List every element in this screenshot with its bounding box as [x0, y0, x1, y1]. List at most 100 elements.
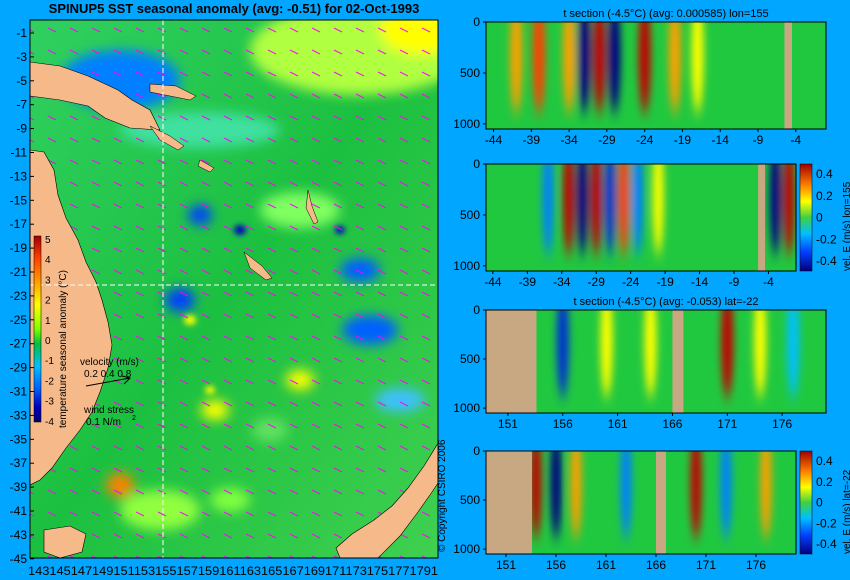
sst-map	[30, 20, 438, 558]
lat-tick-label: -19	[10, 241, 28, 255]
lat-tick-label: -37	[10, 456, 28, 470]
section-panel-2: 0 500 1000 -44 -39 -34 -29 -24 -19 -14 -9 -4 0.4 0.2 0…	[453, 157, 850, 289]
lat-tick-label: -39	[10, 480, 28, 494]
section-x-tick: 161	[608, 417, 628, 431]
section-feature	[690, 451, 702, 539]
wind-label: wind stress	[83, 405, 134, 416]
velocity-colorbar-tick: -0.2	[816, 232, 837, 246]
section-title: t section (-4.5°C) (avg: 0.000585) lon=1…	[563, 8, 768, 20]
sst-colorbar-label: temperature seasonal anomaly (°C)	[58, 270, 69, 428]
tasmania	[43, 525, 87, 558]
section-y-tick: 0	[473, 157, 480, 171]
section-panel-3: t section (-4.5°C) (avg: -0.053) lat=-22…	[453, 296, 827, 431]
sst-colorbar: 5 4 3 2 1 0 -1 -2 -3 -4 temperature seasonal anom…	[33, 235, 69, 428]
section-feature	[608, 22, 621, 113]
sst-colorbar-tick: 3	[45, 275, 51, 286]
section-y-tick: 500	[460, 66, 480, 80]
section-feature	[769, 164, 781, 255]
section-land	[486, 451, 532, 554]
section-title: t section (-4.5°C) (avg: -0.053) lat=-22	[573, 296, 758, 308]
section-x-tick: -4	[790, 133, 801, 147]
lat-tick-label: -13	[10, 169, 28, 183]
australia	[30, 149, 113, 486]
velocity-colorbar-tick: 0.4	[816, 454, 833, 468]
section-y-tick: 500	[460, 352, 480, 366]
lat-tick-label: -25	[10, 313, 28, 327]
section-feature	[786, 310, 800, 398]
lat-tick-label: -33	[10, 408, 28, 422]
section-panel-4: 0 500 1000 151 156 161 166 171 176 0.4 0.2 0 -0.2 -0.…	[453, 444, 850, 572]
section-land	[672, 310, 684, 413]
section-x-tick: 156	[553, 417, 573, 431]
section-feature	[631, 164, 644, 255]
lat-tick-label: -43	[10, 528, 28, 542]
lat-tick-label: -27	[10, 337, 28, 351]
section-feature	[638, 22, 651, 113]
section-x-tick: 161	[596, 558, 616, 572]
section-x-tick: -39	[523, 133, 541, 147]
section-x-tick: -19	[656, 275, 674, 289]
section-x-tick: -29	[588, 275, 606, 289]
section-x-tick: 166	[662, 417, 682, 431]
section-feature	[578, 22, 591, 113]
sst-colorbar-tick: 4	[45, 255, 51, 266]
section-x-tick: 151	[498, 417, 518, 431]
lat-tick-label: -41	[10, 504, 28, 518]
section-feature	[691, 22, 704, 113]
new-caledonia	[243, 251, 273, 281]
section-y-tick: 500	[460, 208, 480, 222]
section-x-tick: -29	[598, 133, 616, 147]
section-feature	[556, 310, 569, 398]
section-feature	[562, 22, 576, 113]
velocity-colorbar-tick: 0.2	[816, 475, 833, 489]
section-y-tick: 1000	[453, 259, 480, 273]
section-land	[784, 22, 792, 129]
section-x-tick: -9	[753, 133, 764, 147]
section-feature	[593, 22, 606, 113]
section-x-tick: -44	[484, 275, 502, 289]
longitude-tick-labels: 1431451471491511531551571591611631651671…	[28, 564, 438, 578]
lat-tick-label: -3	[16, 50, 27, 64]
velocity-colorbar-label: vel. E (m/s) lon=155	[842, 181, 850, 271]
section-land	[656, 451, 666, 554]
new-zealand	[335, 442, 438, 558]
velocity-colorbar-label: vel. E (m/s) lat=-22	[842, 469, 850, 554]
section-y-tick: 0	[473, 15, 480, 29]
section-feature	[600, 310, 613, 398]
section-y-tick: 1000	[453, 117, 480, 131]
section-x-tick: 166	[646, 558, 666, 572]
wind-scale: 0.1 N/m	[86, 417, 121, 428]
section-feature	[576, 164, 589, 255]
section-land	[486, 310, 537, 413]
lat-tick-label: -5	[16, 74, 27, 88]
velocity-colorbar-tick: 0	[816, 496, 823, 510]
sst-colorbar-tick: -2	[45, 376, 54, 387]
section-x-tick: 176	[772, 417, 792, 431]
png-islands	[149, 83, 197, 101]
sst-colorbar-tick: 0	[45, 336, 51, 347]
sst-colorbar-tick: 1	[45, 316, 51, 327]
section-feature	[668, 22, 682, 113]
velocity-arrow-icon	[85, 375, 131, 387]
section-y-tick: 1000	[453, 542, 480, 556]
sst-colorbar-tick: 2	[45, 296, 51, 307]
sst-colorbar-tick: 5	[45, 235, 51, 246]
velocity-colorbar-tick: -0.4	[816, 537, 837, 551]
velocity-legend: velocity (m/s) 0.2 0.4 0.8	[80, 357, 139, 387]
wind-legend: wind stress 0.1 N/m 2	[83, 405, 136, 428]
velocity-scale: 0.2 0.4 0.8	[84, 369, 132, 380]
velocity-colorbar	[799, 163, 813, 272]
section-x-tick: 176	[746, 558, 766, 572]
lat-tick-label: -17	[10, 217, 28, 231]
section-x-tick: -9	[729, 275, 740, 289]
section-x-tick: -14	[712, 133, 730, 147]
velocity-colorbar-tick: 0	[816, 211, 823, 225]
section-feature	[604, 164, 616, 255]
sst-colorbar-tick: -4	[45, 417, 54, 428]
section-feature	[532, 22, 546, 113]
section-y-tick: 1000	[453, 401, 480, 415]
section-panel-1: t section (-4.5°C) (avg: 0.000585) lon=1…	[453, 8, 827, 147]
section-x-tick: -24	[636, 133, 654, 147]
lat-tick-label: -1	[16, 26, 27, 40]
